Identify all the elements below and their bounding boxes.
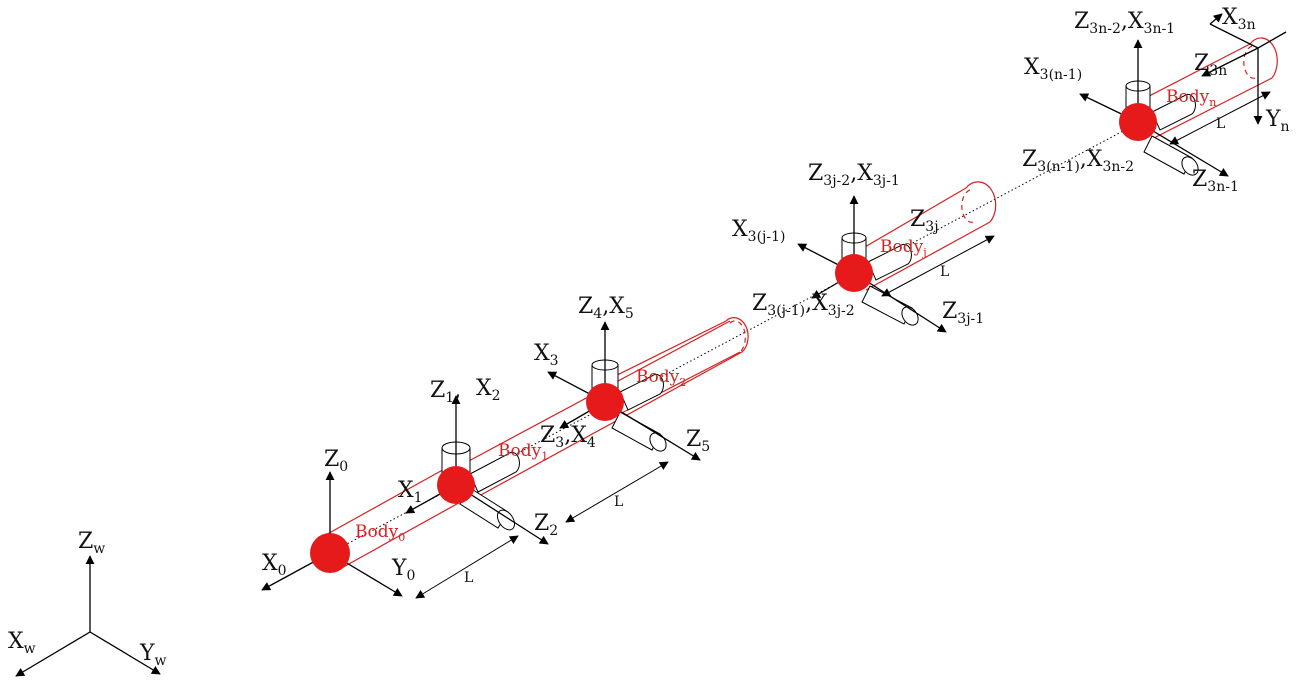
- body2-x-cylinder: [619, 373, 664, 411]
- bodyj-joint: [835, 254, 873, 292]
- bodyn-yn-label: Yn: [1265, 107, 1290, 135]
- bodyn-y-cylinder: [1143, 135, 1193, 175]
- dimension-label-0: L: [464, 570, 473, 586]
- bodyj-link-end: [965, 181, 997, 223]
- bodyj-link-end-hidden: [961, 189, 975, 223]
- world-frame: Zw Xw Yw: [8, 529, 167, 677]
- bodyj-label: Bodyj: [880, 237, 927, 259]
- bodyn-x3n-axis: [1209, 13, 1223, 25]
- body2-group: Body2 Z4,X5 X3 Z3,X4 Z5: [534, 294, 749, 461]
- bodyn-frame-top: [1209, 23, 1259, 49]
- body0-link: [321, 466, 465, 571]
- body1-x2-label: X2: [476, 376, 501, 404]
- body2-z5-label: Z5: [686, 427, 710, 455]
- body0-joint: [310, 533, 350, 573]
- bodyj-top-label: Z3j-2,X3j-1: [808, 161, 900, 189]
- bodyn-group: Bodyn Z3n-2,X3n-1 X3n X3(n-1) Z3n Yn Z3(…: [1022, 5, 1290, 195]
- dimension-line-1: [565, 461, 669, 523]
- dimension-label-j: L: [940, 264, 949, 280]
- dimension-label-n: L: [1216, 116, 1225, 132]
- bodyn-link-end: [1249, 37, 1278, 79]
- bodyn-frame-x: [1257, 31, 1287, 49]
- bodyn-left-label: X3(n-1): [1024, 55, 1082, 83]
- world-y-axis: [89, 631, 161, 675]
- body1-z1-label: Z1,: [430, 378, 461, 406]
- dimension-line-j: [881, 235, 995, 297]
- bodyn-x3n-label: X3n: [1222, 5, 1256, 33]
- bodyj-group: Bodyj Z3j-2,X3j-1 X3(j-1) Z3j Z3(j-1),X3…: [732, 161, 997, 333]
- body2-link-end: [725, 317, 749, 353]
- bodyn-top-label: Z3n-2,X3n-1: [1074, 9, 1175, 37]
- world-x-label: Xw: [8, 629, 36, 657]
- body0-group: Body0 Z0 X0 Y0: [261, 447, 465, 597]
- bodyn-y-cylinder-cap: [1181, 156, 1199, 176]
- bodyn-joint: [1119, 103, 1157, 141]
- body2-y-cylinder: [611, 411, 661, 451]
- body2-z4x5-label: Z4,X5: [578, 294, 634, 322]
- body1-x-cylinder: [469, 451, 520, 493]
- bodyj-right-label: Z3j-1: [942, 299, 984, 327]
- body1-label: Body1: [498, 441, 548, 463]
- body1-z2-label: Z2: [534, 511, 558, 539]
- bodyn-link-end-hidden: [1243, 45, 1257, 79]
- dimension-label-1: L: [614, 494, 623, 510]
- bodyj-z3j-label: Z3j: [910, 207, 939, 235]
- bodyj-bottom-label: Z3(j-1),X3j-2: [752, 291, 855, 319]
- dimension-line-0: [415, 535, 519, 599]
- body1-joint: [437, 466, 475, 504]
- body2-z3x4-label: Z3,X4: [540, 423, 596, 451]
- bodyj-left-label: X3(j-1): [732, 217, 785, 245]
- body2-x3-label: X3: [534, 341, 559, 369]
- body0-x-label: X0: [262, 551, 287, 579]
- world-z-label: Zw: [78, 529, 105, 557]
- bodyn-z3n-label: Z3n: [1194, 51, 1227, 79]
- body0-z-label: Z0: [324, 447, 348, 475]
- body2-link-end-hidden: [729, 320, 746, 353]
- body0-label: Body0: [355, 522, 405, 544]
- body1-group: Body1 Z1, X2 X1 Z2: [398, 320, 743, 545]
- body2-label: Body2: [636, 367, 686, 389]
- bodyn-right-label: Z3n-1: [1192, 167, 1239, 195]
- body0-y-label: Y0: [391, 556, 415, 584]
- body2-joint: [586, 383, 624, 421]
- bodyn-bottom-label: Z3(n-1),X3n-2: [1022, 147, 1134, 175]
- dimension-line-n: [1169, 91, 1271, 145]
- world-y-label: Yw: [139, 641, 167, 669]
- body1-x1-label: X1: [398, 478, 423, 506]
- bodyn-label: Bodyn: [1166, 87, 1216, 109]
- world-x-axis: [15, 631, 91, 677]
- bodyn-z3n-axis: [1201, 47, 1259, 77]
